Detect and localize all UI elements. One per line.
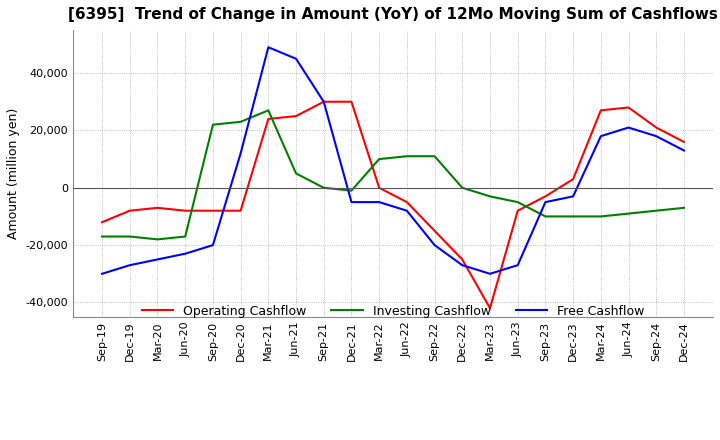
Investing Cashflow (347, 188, 356, 193)
Operating Cashflow (569, 176, 577, 182)
Investing Cashflow (98, 234, 107, 239)
Operating Cashflow (236, 208, 245, 213)
Free Cashflow (375, 199, 384, 205)
Free Cashflow (652, 133, 660, 139)
Investing Cashflow (652, 208, 660, 213)
Free Cashflow (513, 263, 522, 268)
Free Cashflow (98, 271, 107, 276)
Free Cashflow (181, 251, 189, 257)
Investing Cashflow (458, 185, 467, 191)
Operating Cashflow (680, 139, 688, 144)
Title: [6395]  Trend of Change in Amount (YoY) of 12Mo Moving Sum of Cashflows: [6395] Trend of Change in Amount (YoY) o… (68, 7, 718, 22)
Free Cashflow (347, 199, 356, 205)
Investing Cashflow (236, 119, 245, 125)
Operating Cashflow (125, 208, 134, 213)
Investing Cashflow (209, 122, 217, 127)
Free Cashflow (486, 271, 495, 276)
Operating Cashflow (486, 305, 495, 311)
Investing Cashflow (541, 214, 550, 219)
Free Cashflow (292, 56, 300, 61)
Investing Cashflow (402, 154, 411, 159)
Operating Cashflow (652, 125, 660, 130)
Free Cashflow (153, 257, 162, 262)
Free Cashflow (431, 242, 439, 248)
Operating Cashflow (458, 257, 467, 262)
Investing Cashflow (513, 199, 522, 205)
Operating Cashflow (375, 185, 384, 191)
Line: Free Cashflow: Free Cashflow (102, 47, 684, 274)
Operating Cashflow (431, 228, 439, 233)
Investing Cashflow (181, 234, 189, 239)
Free Cashflow (680, 148, 688, 153)
Investing Cashflow (431, 154, 439, 159)
Investing Cashflow (264, 108, 273, 113)
Free Cashflow (402, 208, 411, 213)
Free Cashflow (264, 44, 273, 50)
Free Cashflow (569, 194, 577, 199)
Free Cashflow (458, 263, 467, 268)
Operating Cashflow (181, 208, 189, 213)
Investing Cashflow (486, 194, 495, 199)
Free Cashflow (624, 125, 633, 130)
Operating Cashflow (292, 114, 300, 119)
Investing Cashflow (569, 214, 577, 219)
Investing Cashflow (624, 211, 633, 216)
Operating Cashflow (541, 194, 550, 199)
Free Cashflow (209, 242, 217, 248)
Operating Cashflow (596, 108, 605, 113)
Y-axis label: Amount (million yen): Amount (million yen) (7, 108, 20, 239)
Investing Cashflow (680, 205, 688, 210)
Investing Cashflow (292, 171, 300, 176)
Free Cashflow (125, 263, 134, 268)
Free Cashflow (236, 151, 245, 156)
Operating Cashflow (153, 205, 162, 210)
Operating Cashflow (98, 220, 107, 225)
Operating Cashflow (320, 99, 328, 104)
Investing Cashflow (320, 185, 328, 191)
Line: Investing Cashflow: Investing Cashflow (102, 110, 684, 239)
Operating Cashflow (402, 199, 411, 205)
Legend: Operating Cashflow, Investing Cashflow, Free Cashflow: Operating Cashflow, Investing Cashflow, … (137, 300, 649, 323)
Investing Cashflow (596, 214, 605, 219)
Operating Cashflow (513, 208, 522, 213)
Investing Cashflow (153, 237, 162, 242)
Operating Cashflow (624, 105, 633, 110)
Free Cashflow (596, 133, 605, 139)
Free Cashflow (320, 99, 328, 104)
Free Cashflow (541, 199, 550, 205)
Operating Cashflow (264, 116, 273, 121)
Investing Cashflow (375, 157, 384, 162)
Line: Operating Cashflow: Operating Cashflow (102, 102, 684, 308)
Operating Cashflow (209, 208, 217, 213)
Operating Cashflow (347, 99, 356, 104)
Investing Cashflow (125, 234, 134, 239)
